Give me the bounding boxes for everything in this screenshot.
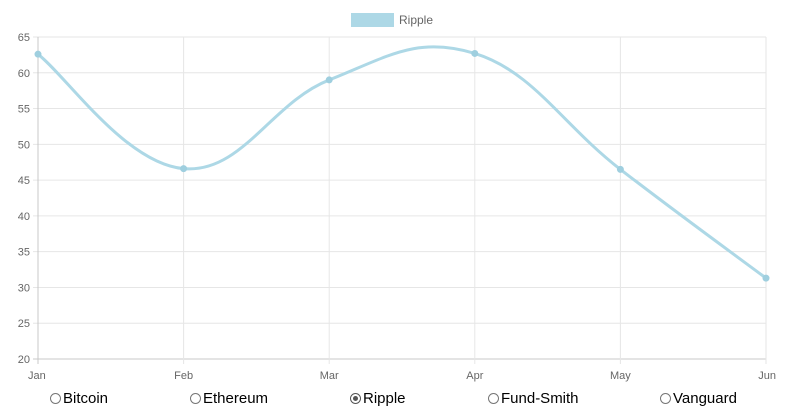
x-tick-label: Jan <box>28 370 46 382</box>
data-point <box>616 165 624 173</box>
y-tick-label: 25 <box>18 318 30 330</box>
radio-option-fund-smith[interactable]: Fund-Smith <box>488 390 579 407</box>
series-layer <box>34 45 770 282</box>
data-point <box>325 76 333 84</box>
x-tick-label: Jun <box>758 370 776 382</box>
radio-circle-icon[interactable] <box>488 393 499 404</box>
radio-label: Ripple <box>363 390 406 407</box>
radio-circle-icon[interactable] <box>190 393 201 404</box>
y-tick-label: 55 <box>18 104 30 116</box>
radio-label: Ethereum <box>203 390 269 407</box>
x-tick-label: May <box>610 370 631 382</box>
x-tick-label: Feb <box>174 370 193 382</box>
radio-option-vanguard[interactable]: Vanguard <box>660 390 737 407</box>
y-tick-label: 60 <box>18 68 30 80</box>
legend[interactable]: Ripple <box>351 13 433 27</box>
axis-ticks: 20 25 30 35 40 45 50 55 60 65 Jan Feb Mar Apr May Jun <box>18 32 776 382</box>
y-tick-label: 50 <box>18 139 30 151</box>
y-tick-label: 40 <box>18 211 30 223</box>
legend-label: Ripple <box>399 13 433 27</box>
line-chart: 20 25 30 35 40 45 50 55 60 65 Jan Feb Mar Apr May Jun R… <box>18 13 776 382</box>
y-tick-label: 20 <box>18 354 30 366</box>
data-point <box>471 49 479 57</box>
series-line-ripple <box>37 45 767 280</box>
x-tick-label: Apr <box>466 370 483 382</box>
data-point <box>180 165 188 173</box>
radio-circle-icon[interactable] <box>350 393 361 404</box>
radio-label: Bitcoin <box>63 390 109 407</box>
radio-circle-icon[interactable] <box>660 393 671 404</box>
radio-circle-icon[interactable] <box>50 393 61 404</box>
radio-option-ripple[interactable]: Ripple <box>350 390 406 407</box>
currency-selector: Bitcoin Ethereum Ripple Fund-Smith Vangu… <box>0 390 785 412</box>
data-point <box>762 274 770 282</box>
grid <box>33 36 767 364</box>
y-tick-label: 45 <box>18 175 30 187</box>
radio-label: Vanguard <box>673 390 737 407</box>
y-tick-label: 35 <box>18 247 30 259</box>
data-point <box>34 50 42 58</box>
y-tick-label: 30 <box>18 282 30 294</box>
radio-label: Fund-Smith <box>501 390 579 407</box>
radio-option-bitcoin[interactable]: Bitcoin <box>50 390 108 407</box>
x-tick-label: Mar <box>320 370 339 382</box>
radio-option-ethereum[interactable]: Ethereum <box>190 390 268 407</box>
y-tick-label: 65 <box>18 32 30 44</box>
legend-swatch <box>351 13 394 27</box>
